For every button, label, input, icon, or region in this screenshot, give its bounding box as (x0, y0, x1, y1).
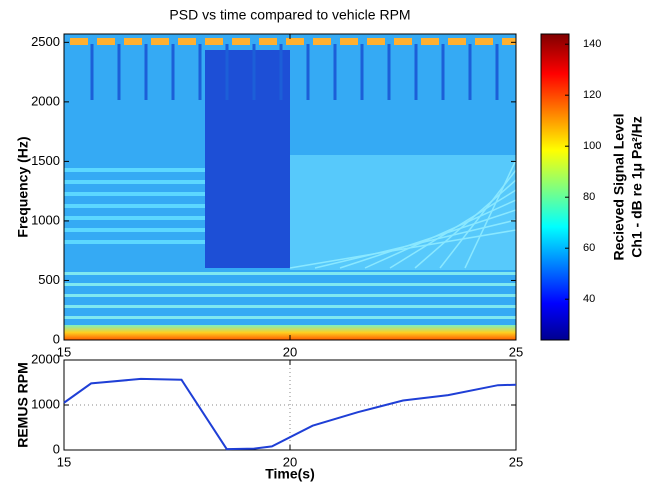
spectrum-texture (178, 38, 196, 45)
plot-frame (63, 33, 517, 341)
colorbar-tick-label: 140 (583, 38, 601, 50)
spectrum-texture (64, 283, 516, 286)
y-tick-label: 1500 (31, 153, 60, 168)
spectrum-texture (64, 316, 516, 319)
spectrum-texture (394, 38, 412, 45)
spectrum-texture (97, 38, 115, 45)
y-tick-label: 1000 (31, 212, 60, 227)
spectrum-texture (64, 216, 205, 220)
y-tick-label: 1000 (31, 396, 60, 411)
y-tick-label: 2000 (31, 351, 60, 366)
spectrum-texture (205, 38, 223, 45)
y-axis-label: REMUS RPM (15, 362, 31, 448)
colorbar-tick-label: 100 (583, 140, 601, 152)
spectrum-texture (64, 272, 516, 275)
spectrum-texture (64, 305, 516, 308)
plot-frame (63, 359, 517, 451)
x-tick-label: 25 (509, 454, 523, 469)
colorbar-tick-label: 40 (583, 293, 595, 305)
spectrum-texture (475, 38, 493, 45)
spectrum-texture (464, 159, 516, 269)
chart-title: PSD vs time compared to vehicle RPM (169, 7, 410, 23)
line-series (63, 377, 517, 451)
y-tick-label: 2000 (31, 93, 60, 108)
x-tick-label: 15 (57, 344, 71, 359)
y-tick-label: 2500 (31, 34, 60, 49)
x-tick-label: 15 (57, 454, 71, 469)
spectrum-texture (340, 38, 358, 45)
x-tick-label: 20 (283, 454, 297, 469)
y-tick-label: 0 (53, 331, 60, 346)
colorbar-tick-label: 120 (583, 89, 601, 101)
x-axis-label: Time(s) (265, 466, 315, 482)
spectrum-texture (64, 192, 205, 196)
colorbar (540, 33, 570, 341)
spectrum-texture (64, 325, 516, 340)
y-axis-label: Frequency (Hz) (15, 136, 31, 237)
colorbar-tick-label: 60 (583, 242, 595, 254)
spectrum-texture (314, 219, 516, 269)
spectrum-texture (64, 168, 205, 172)
spectrum-texture (421, 38, 439, 45)
colorbar-label: Recieved Signal Level (611, 113, 627, 260)
spectrum-texture (64, 228, 205, 232)
spectrum-texture (367, 38, 385, 45)
spectrum-texture (286, 38, 304, 45)
spectrum-texture (313, 38, 331, 45)
colorbar-tick-label: 80 (583, 191, 595, 203)
spectrum-texture (364, 199, 516, 269)
spectrum-texture (64, 240, 205, 244)
spectrogram (64, 34, 516, 340)
spectrum-texture (205, 50, 290, 268)
spectrum-texture (448, 38, 466, 45)
spectrum-texture (502, 38, 516, 45)
x-tick-label: 25 (509, 344, 523, 359)
spectrum-texture (64, 204, 205, 208)
spectrum-texture (232, 38, 250, 45)
spectrum-texture (124, 38, 142, 45)
spectrum-texture (64, 294, 516, 297)
spectrum-texture (259, 38, 277, 45)
spectrum-texture (70, 38, 88, 45)
spectrum-texture (64, 180, 205, 184)
y-tick-label: 0 (53, 441, 60, 456)
spectrum-texture (289, 229, 516, 269)
y-tick-label: 500 (38, 272, 60, 287)
x-tick-label: 20 (283, 344, 297, 359)
spectrum-texture (151, 38, 169, 45)
colorbar-label: Ch1 - dB re 1μ Pa²/Hz (629, 116, 645, 258)
